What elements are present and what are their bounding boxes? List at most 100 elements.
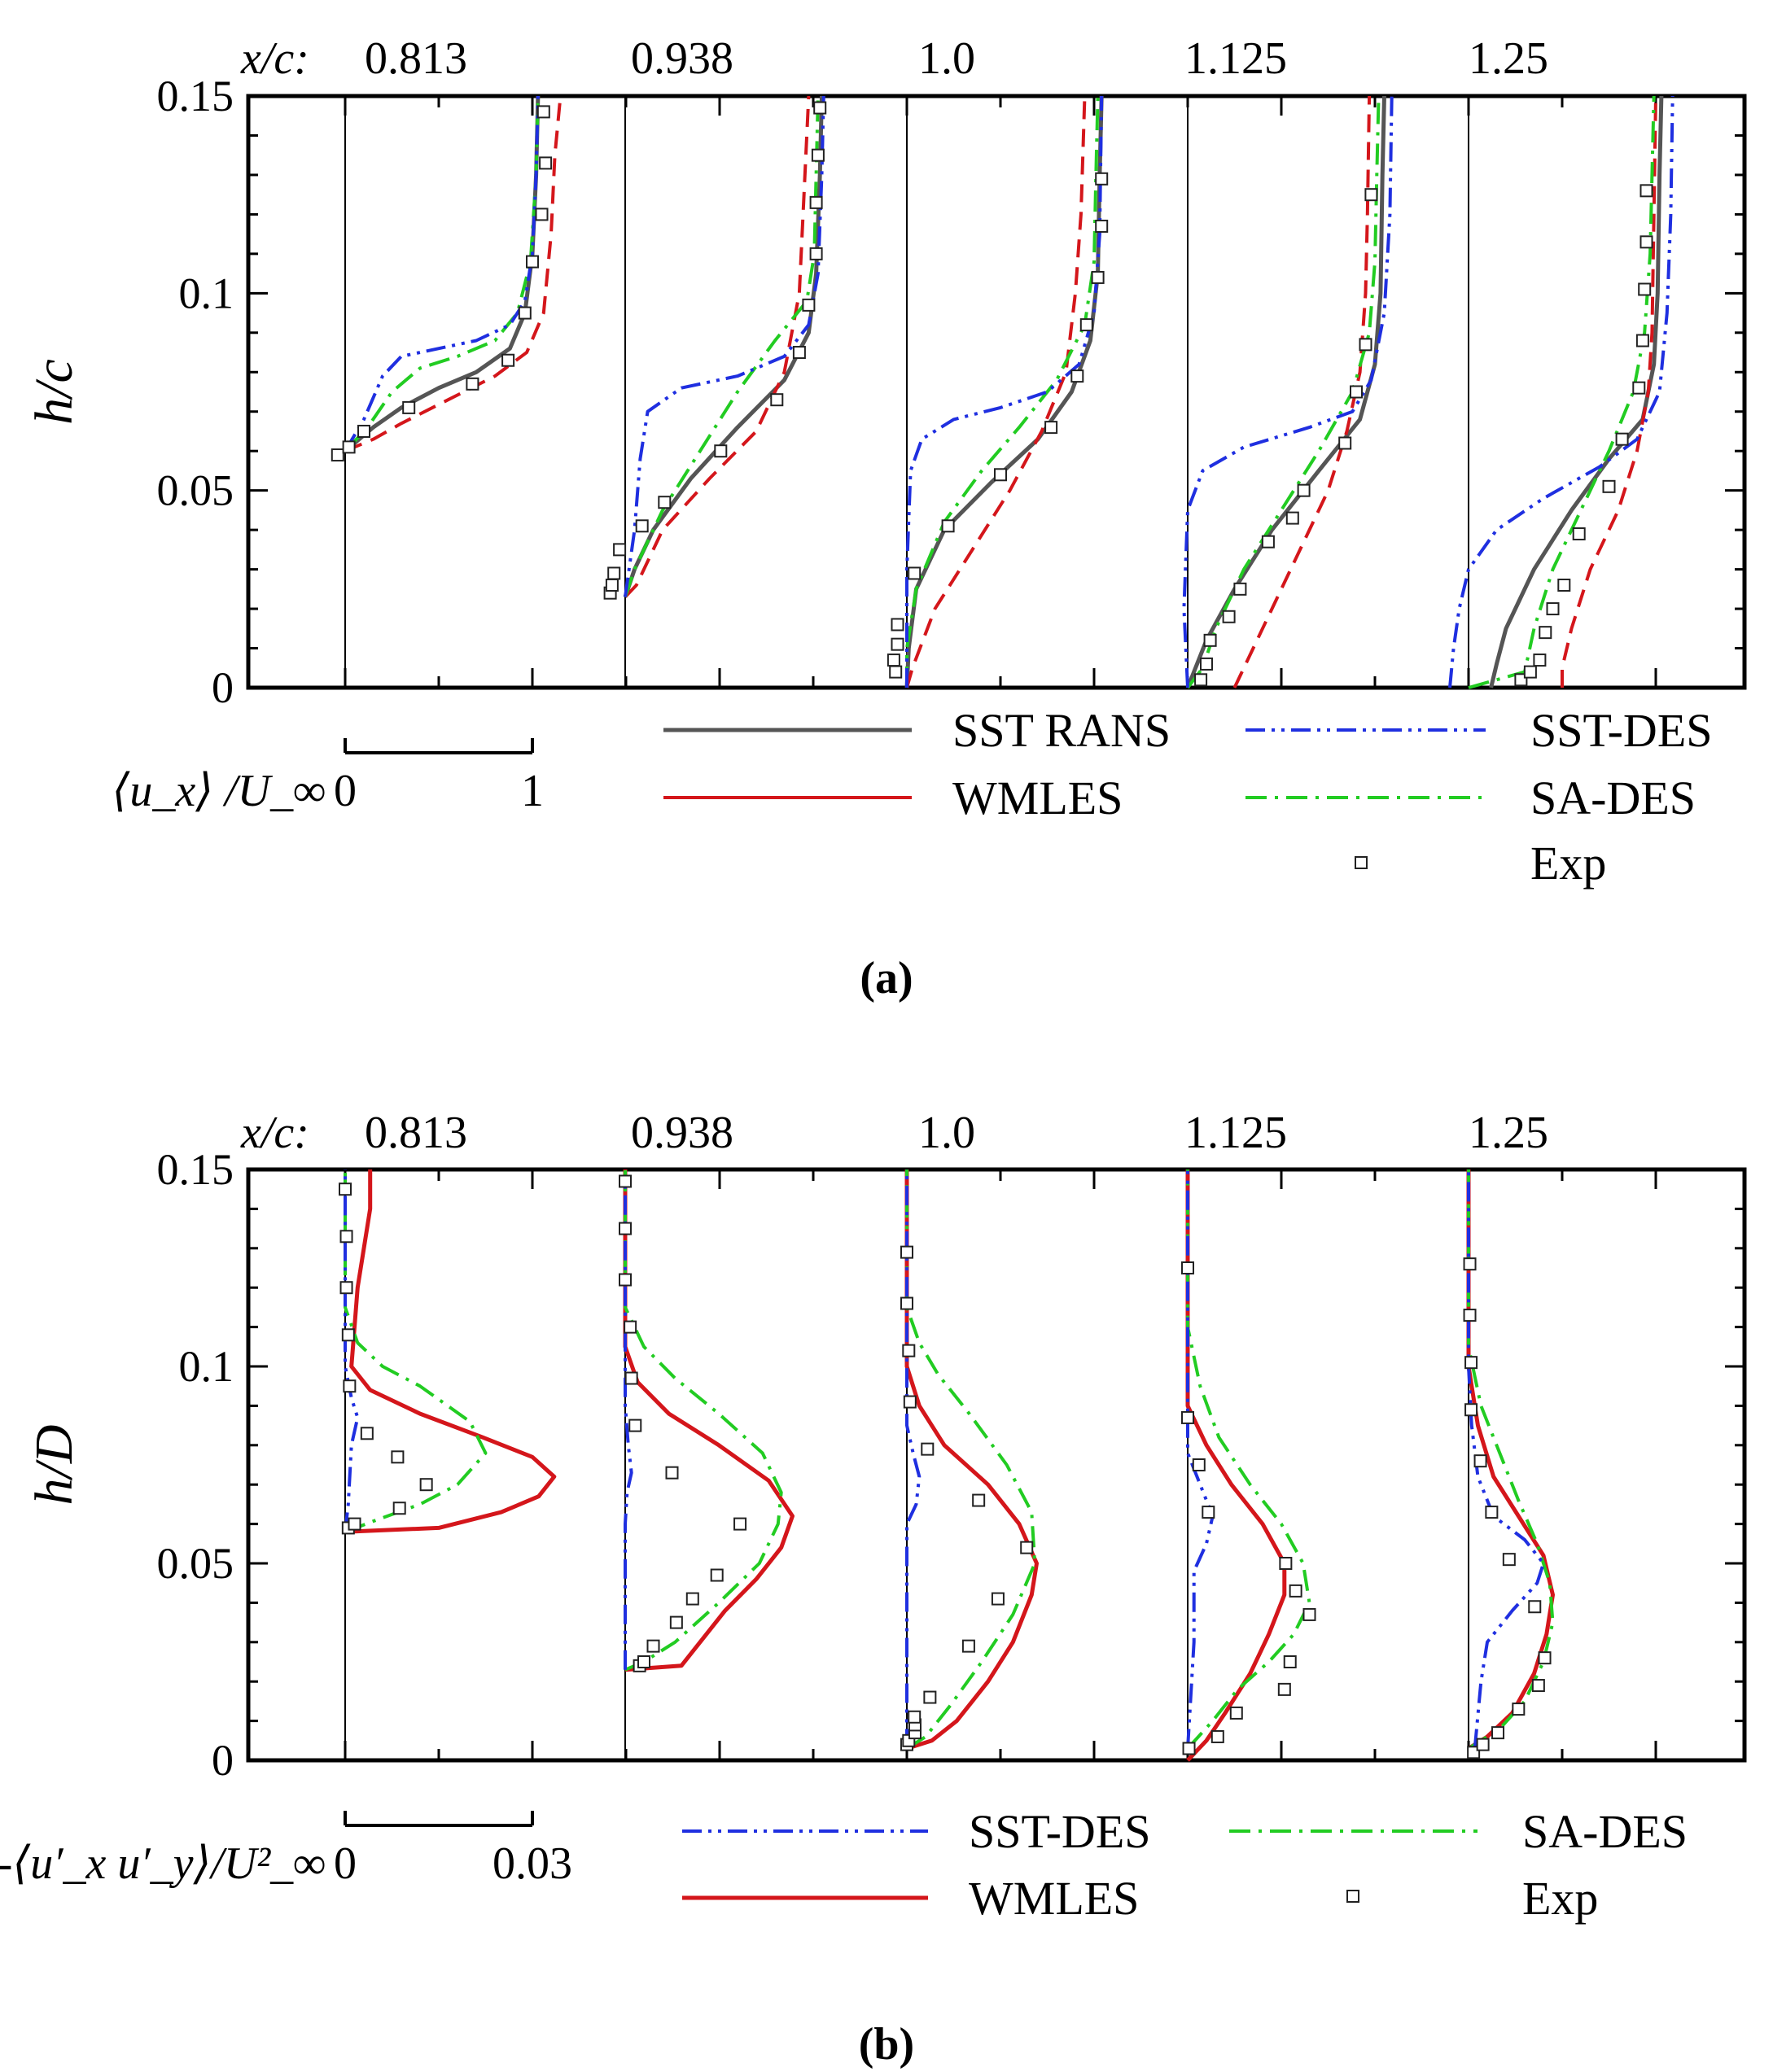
station-label-2: 0.938 (631, 33, 733, 84)
station-label-2: 0.938 (631, 1108, 733, 1158)
exp-marker (1181, 1410, 1194, 1424)
exp-marker (770, 393, 784, 407)
exp-marker (1359, 338, 1372, 352)
exp-marker (1635, 334, 1649, 348)
legend-label-wmles: WMLES (952, 772, 1123, 824)
exp-marker (669, 1615, 683, 1629)
exp-marker (889, 665, 903, 679)
exp-marker (1364, 188, 1378, 202)
exp-marker (1070, 369, 1084, 383)
exp-marker (1044, 421, 1058, 435)
series-line-sa-des (1186, 1169, 1311, 1750)
exp-marker (535, 208, 549, 221)
exp-marker (1229, 1706, 1243, 1720)
exp-marker (339, 1182, 352, 1196)
exp-marker (1200, 657, 1213, 671)
xc-prefix-label: x/c: (240, 1108, 309, 1158)
y-axis-label: h/D (24, 1425, 84, 1506)
series-line-sa-des (905, 95, 1100, 688)
profile-station-5 (1448, 95, 1674, 689)
series-line-sst-des (344, 95, 540, 452)
station-label-3: 1.0 (918, 33, 975, 84)
profile-station-1 (339, 1169, 557, 1535)
exp-marker (391, 1450, 405, 1464)
exp-marker (348, 1517, 361, 1531)
exp-marker (539, 156, 553, 170)
exp-marker (1210, 1729, 1224, 1743)
station-label-1: 0.813 (365, 33, 467, 84)
exp-marker (1285, 511, 1299, 525)
exp-marker (813, 101, 827, 115)
series-line-sst-des (624, 95, 825, 597)
exp-marker (342, 440, 356, 454)
exp-marker (900, 1245, 913, 1259)
exp-marker (628, 1418, 642, 1432)
exp-marker (613, 543, 627, 557)
exp-marker (994, 468, 1007, 482)
series-line-sst-des (344, 1169, 360, 1532)
scale-bar-to: 0.03 (492, 1838, 572, 1889)
series-line-sst-rans (623, 95, 824, 598)
legend-label-sst-des: SST-DES (969, 1805, 1151, 1858)
profile-station-2 (603, 95, 827, 600)
exp-marker (908, 566, 922, 580)
exp-marker (665, 1466, 679, 1480)
exp-marker (1283, 1655, 1297, 1668)
exp-marker (972, 1493, 986, 1507)
exp-marker (1297, 483, 1311, 497)
exp-marker (1476, 1738, 1490, 1751)
y-tick-label: 0.1 (179, 269, 234, 317)
exp-marker (710, 1568, 724, 1582)
exp-marker (1485, 1506, 1499, 1519)
series-line-sst-des (905, 1169, 922, 1749)
exp-marker (1020, 1541, 1034, 1554)
profile-station-4 (1181, 1169, 1316, 1762)
profile-station-3 (900, 1169, 1039, 1751)
series-line-sst-rans (904, 95, 1104, 688)
exp-marker (1079, 318, 1093, 332)
exp-marker (1192, 1458, 1206, 1471)
exp-marker (624, 1371, 638, 1385)
chart-a: 0 0.05 0.1 0.15 h/c x/c: 0.813 0.938 1.0 1.125 1.2… (24, 33, 1747, 1003)
exp-marker (619, 1174, 632, 1188)
exp-marker (1203, 633, 1217, 647)
exp-marker (891, 637, 904, 651)
legend-label-wmles: WMLES (969, 1872, 1139, 1925)
scale-bar-label: -⟨u′_x u′_y⟩/U²_∞ (0, 1838, 326, 1889)
series-line-wmles (905, 95, 1087, 688)
series-line-wmles (344, 95, 563, 453)
exp-marker (1557, 578, 1571, 592)
legend-label-sst-rans: SST RANS (952, 704, 1171, 757)
exp-marker (1338, 436, 1352, 450)
exp-marker (1638, 282, 1652, 296)
exp-marker (1350, 385, 1363, 399)
exp-marker (811, 148, 825, 162)
exp-marker (1194, 673, 1208, 687)
exp-marker (886, 654, 900, 667)
legend-marker-exp (1355, 856, 1368, 869)
y-axis-label: h/c (24, 359, 84, 425)
exp-marker (1639, 235, 1653, 249)
exp-marker (402, 400, 416, 414)
exp-marker (961, 1639, 975, 1653)
series-line-sa-des (1468, 95, 1656, 689)
series-line-wmles (1561, 95, 1657, 688)
exp-marker (991, 1592, 1005, 1606)
scale-bar-label: ⟨u_x⟩ /U_∞ (112, 766, 326, 816)
exp-marker (518, 306, 532, 320)
exp-marker (339, 1281, 353, 1295)
exp-marker (1091, 270, 1105, 284)
exp-marker (1539, 626, 1552, 640)
exp-marker (526, 255, 539, 269)
exp-marker (1602, 479, 1616, 493)
legend-marker-exp (1346, 1890, 1359, 1903)
xc-prefix-label: x/c: (240, 33, 309, 84)
series-line-wmles (1185, 1169, 1287, 1762)
exp-marker (1491, 1726, 1505, 1740)
exp-marker (331, 448, 344, 462)
exp-marker (637, 1655, 650, 1668)
profile-station-1 (331, 95, 563, 462)
exp-marker (685, 1592, 699, 1606)
scale-bar-to: 1 (521, 766, 544, 816)
exp-marker (1639, 184, 1653, 198)
